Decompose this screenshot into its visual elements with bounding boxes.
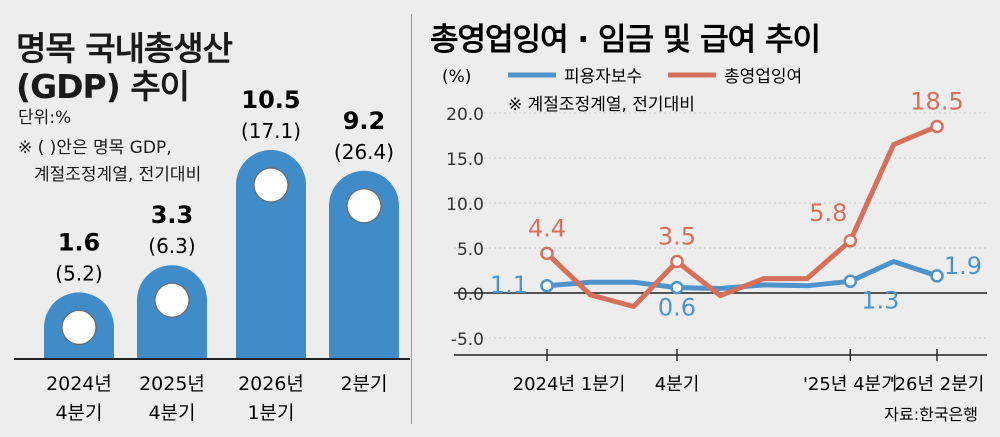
gdp-note-line1: ※ ( )안은 명목 GDP, [18, 138, 172, 158]
blue-value-label: 1.1 [490, 271, 528, 299]
orange-value-label: 3.5 [658, 223, 696, 251]
orange-marker [930, 119, 944, 134]
bar-paren-label: (17.1) [241, 119, 301, 143]
legend-label-blue: 피용자보수 [564, 67, 642, 87]
income-note: ※ 계절조정계열, 전기대비 [508, 95, 695, 115]
blue-series-line [546, 259, 938, 291]
bar-value-label: 10.5 [241, 86, 300, 114]
blue-marker [540, 279, 554, 293]
income-unit: (%) [442, 67, 471, 87]
gdp-bar [329, 170, 399, 358]
gdp-panel: 명목 국내총생산 (GDP) 추이 단위:% ※ ( )안은 명목 GDP, 계… [0, 0, 412, 437]
bar-category-label: 4분기 [55, 402, 102, 424]
income-title: 총영업잉여 · 임금 및 급여 추이 [430, 22, 820, 58]
bar-value-label: 1.6 [58, 228, 101, 256]
bar-paren-label: (6.3) [148, 234, 195, 258]
income-panel: 총영업잉여 · 임금 및 급여 추이 (%) 피용자보수 총영업잉여 ※ 계절조… [412, 0, 1000, 437]
bar-marker [346, 188, 382, 224]
blue-marker [930, 269, 944, 283]
bar-marker [154, 282, 190, 318]
bar-category-label: 1분기 [247, 402, 294, 424]
x-tick-label: 4분기 [655, 374, 700, 395]
panel-divider [411, 14, 412, 424]
gdp-title-line1: 명목 국내총생산 [16, 29, 233, 68]
gdp-note-line2: 계절조정계열, 전기대비 [34, 165, 202, 185]
y-tick-label: 10.0 [446, 195, 484, 215]
gdp-title-line2: (GDP) 추이 [16, 67, 190, 106]
bar-category-label: 2024년 [46, 373, 112, 395]
income-line-chart: 총영업잉여 · 임금 및 급여 추이 (%) 피용자보수 총영업잉여 ※ 계절조… [430, 22, 987, 424]
orange-value-label: 4.4 [528, 214, 566, 242]
y-tick-label: 0.0 [457, 285, 484, 305]
bar-value-label: 3.3 [151, 201, 194, 229]
blue-value-label: 1.9 [944, 252, 982, 280]
y-tick-label: -5.0 [451, 330, 484, 350]
orange-marker [843, 234, 858, 248]
blue-marker [843, 274, 858, 289]
x-tick-label: '25년 4분기 [803, 374, 898, 395]
orange-value-label: 5.8 [809, 199, 847, 227]
bar-category-label: 2025년 [139, 373, 205, 395]
bar-paren-label: (26.4) [334, 140, 394, 164]
orange-value-label: 18.5 [910, 88, 963, 116]
income-source: 자료:한국은행 [884, 405, 978, 424]
gdp-bar-chart: 1.6 (5.2) 2024년 4분기 3.3 (6.3) 2025년 4분기 10.5 (17.… [14, 86, 410, 424]
y-tick-label: 15.0 [446, 150, 484, 170]
bar-paren-label: (5.2) [55, 261, 102, 285]
y-tick-label: 5.0 [457, 240, 484, 260]
blue-value-label: 1.3 [861, 286, 899, 314]
orange-marker [540, 246, 554, 261]
orange-series-line [545, 124, 938, 309]
gdp-unit: 단위:% [18, 108, 72, 128]
x-tick-label: '26년 2분기 [890, 374, 985, 395]
x-tick-label: 2024년 1분기 [513, 374, 626, 395]
orange-marker [670, 254, 684, 269]
gdp-bar [236, 150, 306, 358]
blue-marker [670, 280, 684, 295]
bar-marker [253, 167, 289, 203]
y-tick-label: 20.0 [446, 105, 484, 125]
bar-category-label: 2분기 [340, 373, 387, 395]
bar-marker [61, 309, 97, 345]
bar-category-label: 2026년 [238, 373, 304, 395]
legend-label-orange: 총영업잉여 [724, 67, 802, 87]
blue-value-label: 0.6 [658, 294, 696, 322]
bar-category-label: 4분기 [148, 402, 195, 424]
bar-value-label: 9.2 [343, 107, 386, 135]
